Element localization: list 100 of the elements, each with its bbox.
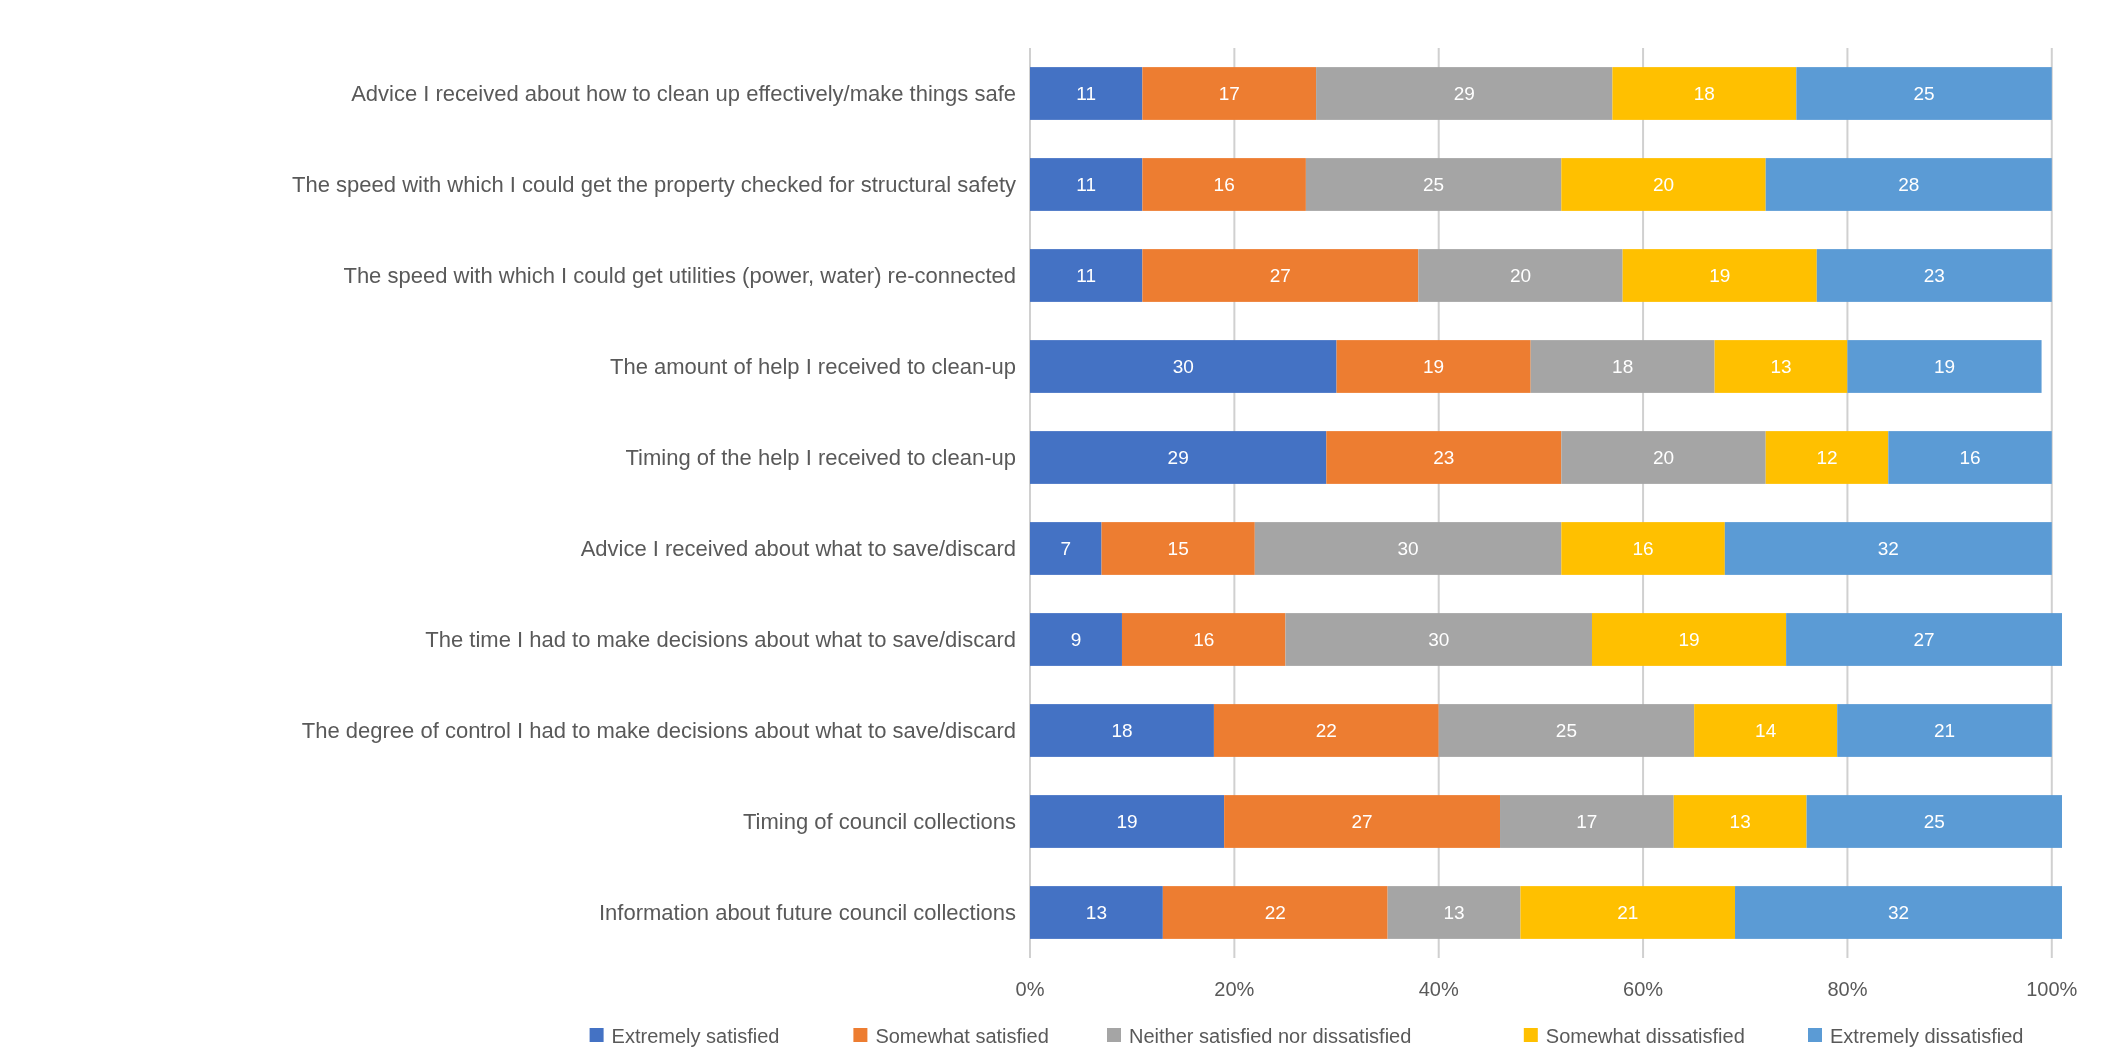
data-label: 19 [1423,356,1445,378]
data-label: 16 [1632,538,1654,560]
bar [1714,340,1848,393]
bar [1030,522,1102,575]
y-tick-label: Timing of council collections [742,809,1016,835]
y-tick-label: The time I had to make decisions about what to save/discard [425,627,1016,653]
data-label: 30 [1397,538,1419,560]
data-label: 13 [1443,902,1465,924]
data-label: 22 [1315,720,1337,742]
bar [1418,249,1623,302]
bar [1765,431,1889,484]
bar [1520,886,1736,939]
bar [1305,158,1562,211]
data-label: 25 [1423,174,1445,196]
data-label: 11 [1076,174,1097,196]
legend-label: Extremely dissatisfied [1830,1025,2024,1047]
bar [1786,613,2062,666]
data-label: 30 [1428,629,1450,651]
data-label: 18 [1111,720,1133,742]
data-label: 16 [1193,629,1215,651]
bar [1796,67,2052,120]
bar [1837,704,2052,757]
y-tick-label: The amount of help I received to clean-up [609,354,1016,380]
data-label: 17 [1218,83,1240,105]
legend-label: Somewhat satisfied [875,1025,1049,1047]
data-label: 14 [1755,720,1777,742]
bar [1142,158,1306,211]
data-label: 22 [1264,902,1286,924]
data-label: 19 [1116,811,1138,833]
data-label: 30 [1172,356,1194,378]
y-tick-label: Advice I received about what to save/discard [580,536,1016,562]
bar [1387,886,1521,939]
bar [1254,522,1562,575]
bar [1561,431,1766,484]
data-label: 7 [1060,538,1072,560]
data-label: 27 [1269,265,1291,287]
bar [1030,795,1225,848]
data-label: 19 [1933,356,1956,378]
data-label: 27 [1913,629,1935,651]
bar [1724,522,2052,575]
data-label: 20 [1652,447,1675,469]
bar [1612,67,1797,120]
x-tick-label: 20% [1214,978,1255,1000]
data-label: 21 [1933,720,1956,742]
bar [1806,795,2062,848]
data-label: 15 [1167,538,1189,560]
data-label: 29 [1453,83,1475,105]
bar [1591,613,1787,666]
data-label: 25 [1923,811,1945,833]
bar [1888,431,2052,484]
bar [1101,522,1255,575]
bar [1735,886,2062,939]
legend-label: Somewhat dissatisfied [1545,1025,1745,1047]
x-tick-label: 80% [1827,978,1868,1000]
data-label: 21 [1617,902,1639,924]
data-label: 28 [1898,174,1920,196]
data-label: 23 [1433,447,1455,469]
bar [1694,704,1838,757]
bar [1438,704,1695,757]
bar [1142,249,1419,302]
bar [1142,67,1317,120]
legend-label: Extremely satisfied [611,1025,780,1047]
data-label: 17 [1576,811,1598,833]
x-tick-label: 0% [1015,978,1045,1000]
data-label: 18 [1612,356,1634,378]
y-tick-label: Timing of the help I received to clean-up [625,445,1016,471]
bar [1030,704,1214,757]
bar [1500,795,1674,848]
bar [1561,158,1766,211]
bar [1162,886,1388,939]
bar [1326,431,1562,484]
data-label: 12 [1816,447,1838,469]
bar [1622,249,1817,302]
data-label: 18 [1693,83,1715,105]
x-tick-label: 40% [1418,978,1459,1000]
y-tick-label: The speed with which I could get the property checked for structural safety [292,172,1016,198]
bar [1030,158,1143,211]
data-label: 13 [1770,356,1792,378]
data-label: 32 [1887,902,1910,924]
y-tick-label: The degree of control I had to make decisions about what to save/discard [301,718,1016,744]
bar [1224,795,1501,848]
bar [1847,340,2042,393]
bar [1030,431,1327,484]
data-label: 16 [1959,447,1981,469]
data-label: 27 [1351,811,1373,833]
data-label: 13 [1085,902,1107,924]
y-tick-label: Information about future council collections [598,900,1016,926]
data-label: 16 [1213,174,1235,196]
data-label: 25 [1913,83,1935,105]
data-label: 11 [1076,265,1097,287]
data-label: 19 [1709,265,1731,287]
bar [1213,704,1439,757]
bar [1030,613,1122,666]
bar [1121,613,1286,666]
data-label: 19 [1678,629,1700,651]
bar [1765,158,2052,211]
y-tick-label: The speed with which I could get utilities (power, water) re-connected [343,263,1016,289]
data-label: 20 [1652,174,1675,196]
data-label: 29 [1167,447,1189,469]
data-label: 25 [1555,720,1578,742]
